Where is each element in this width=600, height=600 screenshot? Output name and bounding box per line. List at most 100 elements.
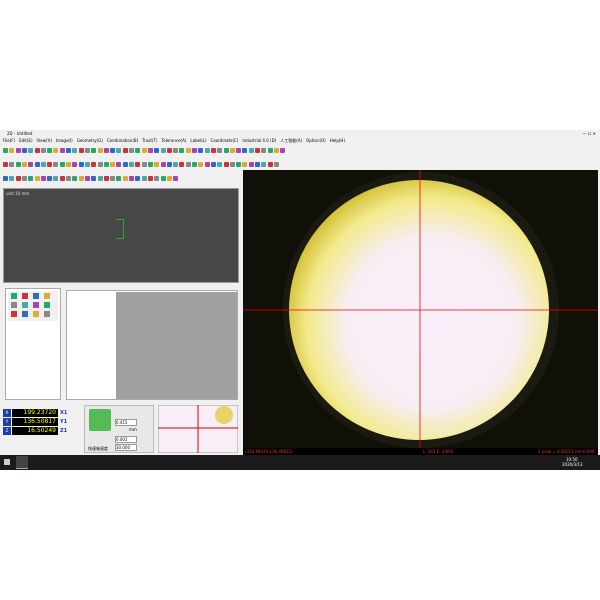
palette-icon[interactable] xyxy=(11,293,17,299)
tool-button[interactable] xyxy=(223,162,229,167)
tool-button[interactable] xyxy=(267,148,273,153)
tool-button[interactable] xyxy=(229,162,235,167)
tool-button[interactable] xyxy=(122,176,128,181)
tool-button[interactable] xyxy=(248,148,254,153)
palette-icon[interactable] xyxy=(22,302,28,308)
tool-button[interactable] xyxy=(141,162,147,167)
tool-button[interactable] xyxy=(273,148,279,153)
tool-button[interactable] xyxy=(147,148,153,153)
tool-button[interactable] xyxy=(47,176,53,181)
tool-button[interactable] xyxy=(53,148,59,153)
tool-button[interactable] xyxy=(185,162,191,167)
menu-item[interactable]: View(V) xyxy=(36,138,52,143)
tool-button[interactable] xyxy=(236,148,242,153)
tool-button[interactable] xyxy=(66,176,71,181)
tool-button[interactable] xyxy=(198,162,204,167)
tool-button[interactable] xyxy=(40,176,46,181)
tool-button[interactable] xyxy=(122,148,128,153)
tool-button[interactable] xyxy=(66,162,71,167)
tool-button[interactable] xyxy=(273,162,279,167)
tool-button[interactable] xyxy=(255,162,260,167)
tool-button[interactable] xyxy=(147,162,153,167)
palette-icon[interactable] xyxy=(33,311,39,317)
tool-button[interactable] xyxy=(3,176,8,181)
palette-icon[interactable] xyxy=(11,311,17,317)
menu-item[interactable]: Help(H) xyxy=(329,138,345,143)
tool-button[interactable] xyxy=(116,176,122,181)
menu-item[interactable]: Label(L) xyxy=(190,138,207,143)
tool-button[interactable] xyxy=(210,162,216,167)
tool-button[interactable] xyxy=(91,148,97,153)
tool-button[interactable] xyxy=(192,162,197,167)
tool-button[interactable] xyxy=(47,148,53,153)
tool-button[interactable] xyxy=(166,162,172,167)
tool-button[interactable] xyxy=(154,176,160,181)
tool-button[interactable] xyxy=(59,176,65,181)
tool-button[interactable] xyxy=(242,148,248,153)
menu-item[interactable]: Trust(T) xyxy=(142,138,158,143)
tool-button[interactable] xyxy=(280,148,286,153)
tool-button[interactable] xyxy=(192,148,197,153)
tool-button[interactable] xyxy=(28,176,34,181)
tool-button[interactable] xyxy=(210,148,216,153)
menu-item[interactable]: File(F) xyxy=(3,138,16,143)
tool-button[interactable] xyxy=(129,148,134,153)
tool-button[interactable] xyxy=(15,148,21,153)
tool-button[interactable] xyxy=(53,162,59,167)
tool-button[interactable] xyxy=(110,162,116,167)
tool-button[interactable] xyxy=(154,162,160,167)
tool-button[interactable] xyxy=(179,148,185,153)
tool-button[interactable] xyxy=(154,148,160,153)
tool-button[interactable] xyxy=(267,162,273,167)
tool-button[interactable] xyxy=(78,162,84,167)
tool-button[interactable] xyxy=(97,176,103,181)
tool-button[interactable] xyxy=(21,162,27,167)
tool-button[interactable] xyxy=(129,162,134,167)
tool-button[interactable] xyxy=(122,162,128,167)
menu-item[interactable]: Geometry(G) xyxy=(76,138,103,143)
tool-button[interactable] xyxy=(173,148,179,153)
tool-button[interactable] xyxy=(103,148,109,153)
tool-button[interactable] xyxy=(110,176,116,181)
tool-button[interactable] xyxy=(66,148,71,153)
palette-icon[interactable] xyxy=(33,293,39,299)
tool-button[interactable] xyxy=(91,162,97,167)
tool-button[interactable] xyxy=(84,176,90,181)
tool-button[interactable] xyxy=(53,176,59,181)
tool-button[interactable] xyxy=(141,148,147,153)
menu-item[interactable]: Option(O) xyxy=(306,138,326,143)
tool-button[interactable] xyxy=(110,148,116,153)
tool-button[interactable] xyxy=(59,162,65,167)
menu-item[interactable]: Image(I) xyxy=(55,138,73,143)
tool-button[interactable] xyxy=(242,162,248,167)
tool-button[interactable] xyxy=(173,162,179,167)
jog-pad[interactable] xyxy=(89,409,111,431)
tool-button[interactable] xyxy=(166,148,172,153)
tool-button[interactable] xyxy=(40,148,46,153)
tool-button[interactable] xyxy=(160,148,166,153)
tool-button[interactable] xyxy=(116,148,122,153)
palette-icon[interactable] xyxy=(44,302,50,308)
tool-button[interactable] xyxy=(166,176,172,181)
tool-button[interactable] xyxy=(91,176,97,181)
tool-button[interactable] xyxy=(160,162,166,167)
menu-item[interactable]: Combination(B) xyxy=(106,138,139,143)
tool-button[interactable] xyxy=(135,176,141,181)
palette-icon[interactable] xyxy=(11,302,17,308)
tool-button[interactable] xyxy=(135,148,141,153)
menu-item[interactable]: Coordinate(C) xyxy=(210,138,239,143)
menu-item[interactable]: Edit(E) xyxy=(19,138,33,143)
palette-icon[interactable] xyxy=(33,302,39,308)
tool-button[interactable] xyxy=(28,148,34,153)
tool-button[interactable] xyxy=(129,176,134,181)
tool-button[interactable] xyxy=(15,176,21,181)
tool-button[interactable] xyxy=(204,148,210,153)
tool-button[interactable] xyxy=(97,148,103,153)
tool-button[interactable] xyxy=(103,162,109,167)
tool-button[interactable] xyxy=(28,162,34,167)
tool-button[interactable] xyxy=(21,148,27,153)
tool-button[interactable] xyxy=(47,162,53,167)
tool-button[interactable] xyxy=(3,148,8,153)
tool-button[interactable] xyxy=(141,176,147,181)
tool-button[interactable] xyxy=(116,162,122,167)
